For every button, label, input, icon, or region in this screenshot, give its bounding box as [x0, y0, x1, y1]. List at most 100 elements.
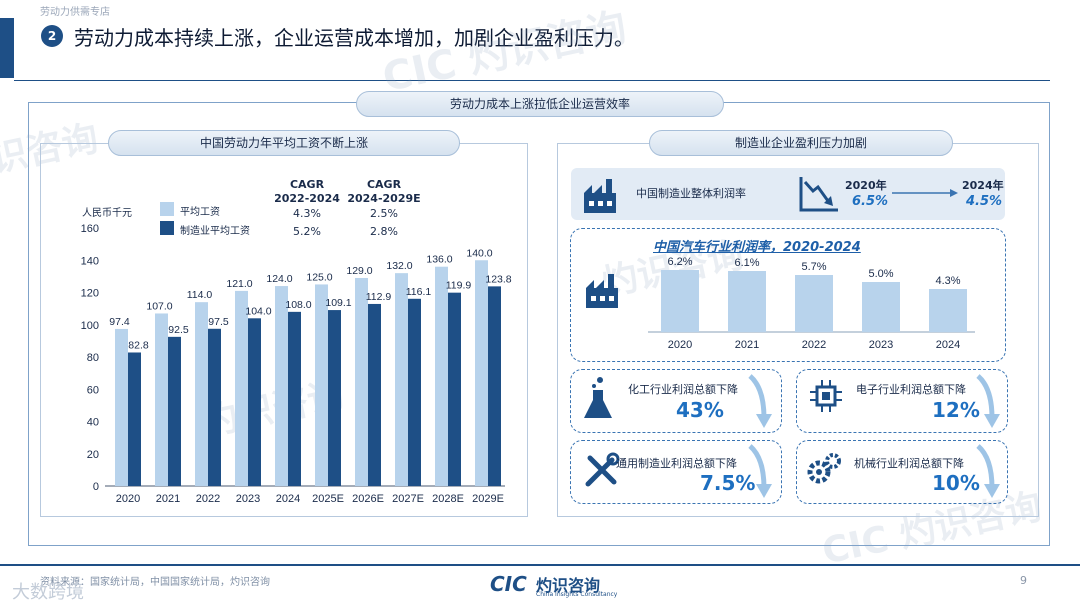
data-label: 140.0	[466, 247, 492, 259]
data-label: 107.0	[146, 300, 172, 312]
tools-icon	[585, 452, 620, 487]
industry-card-general	[570, 440, 782, 504]
data-label: 104.0	[245, 305, 271, 317]
industry-card-machinery	[796, 440, 1008, 504]
y-tick-label: 80	[87, 352, 99, 364]
legend-mfg: 制造业平均工资	[180, 226, 250, 237]
auto-bar	[728, 271, 766, 332]
auto-bar-chart: 6.2% 2020 6.1% 2021 5.7% 2022 5.0% 2023 4.3% 2024	[648, 256, 975, 351]
wage-bar-chart: 0 20 40 60 80 100 120 140 160 97.4 82.8 2020 107.0 92…	[81, 223, 512, 505]
cagr-avg-1: 4.3%	[293, 207, 321, 220]
down-arrow-icon	[748, 444, 772, 498]
bar-avg	[475, 260, 488, 486]
bar-avg	[395, 273, 408, 486]
profit-card	[571, 168, 1005, 220]
decline-chart-icon	[799, 177, 838, 212]
data-label: 6.1%	[734, 257, 759, 269]
bar-mfg	[408, 298, 421, 486]
bar-avg	[355, 277, 368, 486]
y-tick-label: 60	[87, 384, 99, 396]
auto-bar	[795, 275, 833, 332]
bar-mfg	[288, 311, 301, 486]
cagr-header-1: CAGR 2022-2024	[274, 178, 340, 205]
x-tick-label: 2020	[116, 493, 140, 505]
bar-avg	[155, 313, 168, 486]
x-tick-label: 2021	[156, 493, 180, 505]
y-tick-label: 100	[81, 320, 99, 332]
logo-mark: CIC	[490, 572, 527, 596]
x-tick-label: 2023	[236, 493, 260, 505]
logo-cn: 灼识咨询	[536, 576, 601, 595]
flask-icon	[584, 377, 612, 418]
y-tick-label: 0	[93, 481, 99, 493]
general-value: 7.5%	[700, 471, 756, 495]
x-tick-label: 2024	[276, 493, 300, 505]
data-label: 124.0	[266, 273, 292, 285]
legend-swatch-avg	[160, 202, 174, 216]
profit-card-label: 中国制造业整体利润率	[636, 187, 746, 200]
data-label: 92.5	[168, 324, 189, 336]
x-tick-label: 2023	[869, 339, 893, 351]
profit-year-end: 2024年	[962, 179, 1004, 192]
bar-mfg	[488, 286, 501, 486]
data-label: 5.0%	[868, 268, 893, 280]
footer-rule	[0, 564, 1080, 566]
profit-value-start: 6.5%	[852, 194, 889, 209]
bar-mfg	[248, 318, 261, 486]
x-tick-label: 2024	[936, 339, 960, 351]
chemical-value: 43%	[676, 398, 724, 422]
auto-bar	[661, 270, 699, 332]
cagr-mfg-2: 2.8%	[370, 225, 398, 238]
data-label: 129.0	[346, 265, 372, 277]
headline: 劳动力成本持续上涨，企业运营成本增加，加剧企业盈利压力。	[74, 26, 634, 50]
y-tick-label: 160	[81, 223, 99, 235]
auto-bar	[929, 289, 967, 332]
data-label: 82.8	[128, 339, 149, 351]
electronics-value: 12%	[932, 398, 980, 422]
x-tick-label: 2021	[735, 339, 759, 351]
legend-swatch-mfg	[160, 221, 174, 235]
data-label: 116.1	[406, 286, 432, 298]
machinery-value: 10%	[932, 471, 980, 495]
chemical-label: 化工行业利润总额下降	[628, 383, 738, 396]
data-label: 132.0	[386, 260, 412, 272]
watermark-logo: CIC 灼识咨询	[378, 4, 631, 102]
data-label: 136.0	[426, 254, 452, 266]
y-tick-label: 140	[81, 255, 99, 267]
data-label: 119.9	[446, 280, 472, 292]
down-arrow-icon	[976, 444, 1000, 498]
x-tick-label: 2026E	[352, 493, 384, 505]
y-tick-label: 120	[81, 288, 99, 300]
data-label: 109.1	[325, 297, 351, 309]
industry-card-chemical	[570, 369, 782, 433]
data-label: 121.0	[226, 278, 252, 290]
down-arrow-icon	[976, 374, 1000, 428]
y-tick-label: 20	[87, 449, 99, 461]
bar-avg	[195, 302, 208, 486]
unit-label: 人民币千元	[82, 208, 132, 219]
data-label: 112.9	[366, 291, 392, 303]
wage-panel-title: 中国劳动力年平均工资不断上涨	[108, 130, 460, 156]
auto-chart-title: 中国汽车行业利润率，2020-2024	[653, 240, 861, 255]
data-label: 97.4	[109, 316, 130, 328]
bar-mfg	[368, 303, 381, 486]
bar-avg	[275, 286, 288, 486]
cagr-header-2: CAGR 2024-2029E	[347, 178, 421, 205]
arrow-right-icon	[892, 189, 958, 197]
bar-avg	[315, 284, 328, 486]
cagr-mfg-1: 5.2%	[293, 225, 321, 238]
x-tick-label: 2020	[668, 339, 692, 351]
cagr-avg-2: 2.5%	[370, 207, 398, 220]
bar-avg	[435, 266, 448, 486]
chip-icon	[810, 380, 842, 412]
gears-icon	[807, 453, 841, 484]
x-tick-label: 2028E	[432, 493, 464, 505]
x-tick-label: 2022	[802, 339, 826, 351]
bar-avg	[115, 328, 128, 486]
data-label: 6.2%	[667, 256, 692, 268]
factory-icon	[586, 274, 618, 308]
auto-profit-box	[570, 228, 1006, 362]
x-tick-label: 2022	[196, 493, 220, 505]
bar-avg	[235, 290, 248, 486]
main-title: 劳动力成本上涨拉低企业运营效率	[356, 91, 724, 117]
